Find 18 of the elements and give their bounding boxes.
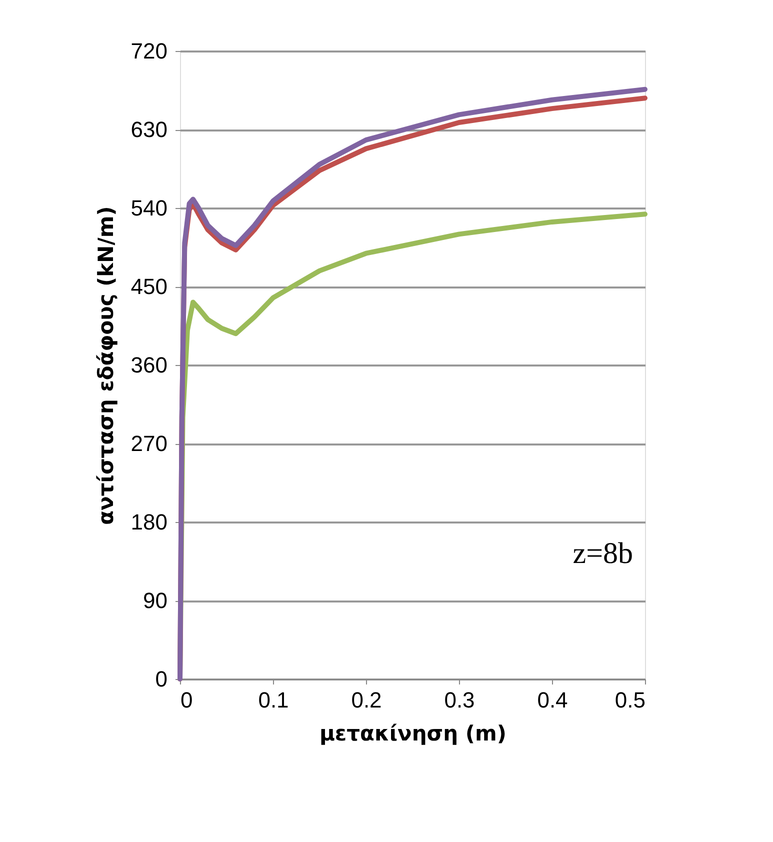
y-tick-label: 630 [130, 117, 168, 142]
y-tick-label: 0 [155, 666, 168, 692]
y-tick-label: 360 [130, 352, 168, 378]
y-tick-label: 450 [130, 274, 168, 299]
x-tick-label: 0 [180, 688, 193, 712]
x-tick-label: 0.1 [258, 688, 289, 712]
y-tick-label: 540 [130, 196, 168, 220]
x-axis-title: μετακίνηση (m) [319, 722, 507, 746]
y-tick-label: 720 [130, 38, 168, 64]
x-tick-label: 0.3 [444, 688, 475, 712]
y-tick-label: 180 [130, 510, 168, 534]
x-tick-label: 0.5 [614, 688, 646, 712]
y-axis-title: αντίσταση εδάφους (kN/m) [94, 206, 118, 525]
annotation: z=8b [572, 537, 633, 570]
y-tick-label: 270 [130, 431, 168, 456]
y-tick-label: 90 [143, 588, 168, 613]
x-tick-label: 0.2 [351, 688, 382, 712]
x-tick-label: 0.4 [537, 688, 568, 712]
